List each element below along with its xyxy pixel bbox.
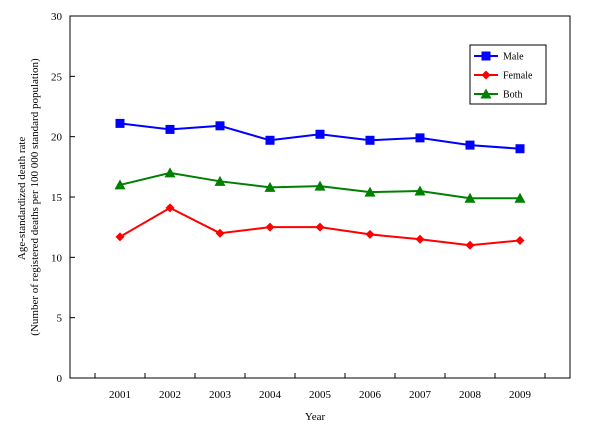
x-tick-label: 2002 (159, 389, 181, 401)
data-point-male (165, 124, 175, 134)
legend-label-male: Male (503, 52, 524, 63)
data-point-male (265, 135, 275, 145)
data-point-both (164, 167, 176, 178)
series-male (115, 118, 525, 154)
legend-label-both: Both (503, 90, 522, 101)
y-tick-label: 0 (57, 373, 63, 385)
x-tick-label: 2004 (259, 389, 282, 401)
y-axis-title: Age-standardized death rate (Number of r… (16, 58, 41, 336)
data-point-both (114, 179, 126, 190)
y-tick-label: 25 (51, 71, 63, 83)
y-tick-label: 20 (51, 132, 63, 144)
y-tick-label: 5 (57, 313, 63, 325)
data-point-both (214, 175, 226, 186)
data-point-both (514, 192, 526, 203)
data-point-female (415, 234, 425, 244)
legend-entry-female: Female (474, 70, 533, 82)
series-female (115, 203, 525, 250)
x-tick-label: 2005 (309, 389, 332, 401)
legend-marker-male (481, 51, 491, 61)
x-tick-label: 2009 (509, 389, 532, 401)
x-tick-label: 2008 (459, 389, 482, 401)
series-both (114, 167, 526, 203)
data-point-female (515, 235, 525, 245)
data-point-both (264, 181, 276, 192)
x-tick-label: 2007 (409, 389, 432, 401)
x-tick-label: 2003 (209, 389, 232, 401)
y-tick-label: 30 (51, 11, 63, 23)
data-point-female (365, 229, 375, 239)
legend-label-female: Female (503, 71, 533, 82)
data-point-female (115, 232, 125, 242)
data-point-male (515, 144, 525, 154)
data-point-female (265, 222, 275, 232)
y-axis-title-line-1: Age-standardized death rate (16, 137, 28, 260)
y-tick-label: 15 (51, 192, 63, 204)
y-tick-label: 10 (51, 252, 63, 264)
data-point-male (465, 140, 475, 150)
data-point-male (215, 121, 225, 131)
legend-entry-male: Male (474, 51, 524, 63)
data-point-male (365, 135, 375, 145)
legend-marker-female (481, 70, 491, 80)
data-point-female (165, 203, 175, 213)
data-point-both (414, 185, 426, 196)
data-point-female (315, 222, 325, 232)
data-point-both (314, 180, 326, 191)
x-tick-label: 2006 (359, 389, 382, 401)
x-axis: 2001 2002 2003 2004 2005 2006 2007 2008 2009 (94, 373, 546, 401)
data-point-female (215, 228, 225, 238)
x-tick-label: 2001 (109, 389, 131, 401)
y-axis-title-line-2: (Number of registered deaths per 100 000… (29, 58, 41, 336)
legend-entry-both: Both (474, 88, 522, 101)
data-point-male (315, 129, 325, 139)
series-layer (114, 118, 526, 250)
legend: Male Female Both (469, 44, 547, 105)
data-point-female (465, 240, 475, 250)
legend-marker-both (480, 88, 492, 99)
data-point-both (464, 192, 476, 203)
data-point-both (364, 186, 376, 197)
y-axis: 0 5 10 15 20 25 30 (51, 11, 75, 385)
x-axis-title: Year (305, 411, 326, 423)
data-point-male (115, 118, 125, 128)
data-point-male (415, 133, 425, 143)
